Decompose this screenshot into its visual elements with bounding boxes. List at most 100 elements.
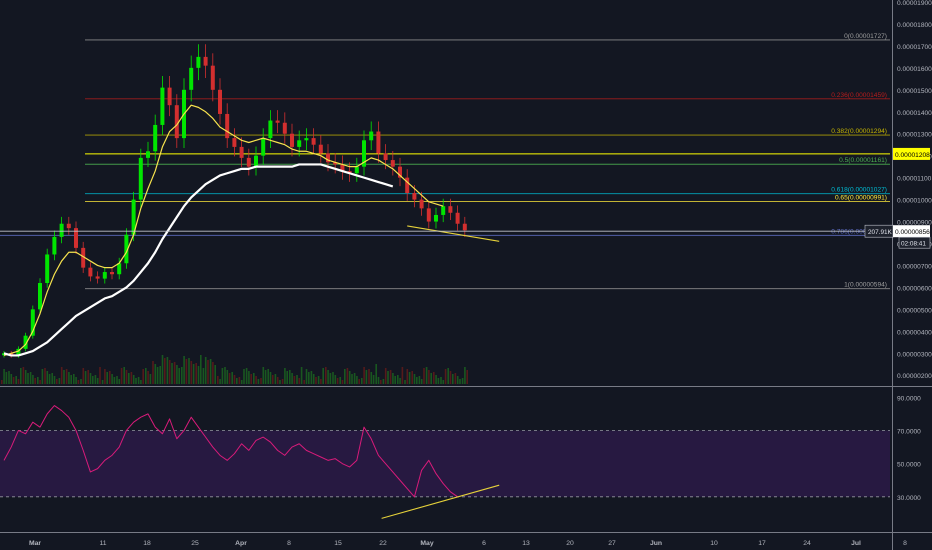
volume-bar (166, 357, 169, 384)
time-tick-label: 27 (608, 540, 616, 547)
volume-bar (344, 369, 346, 384)
volume-bar (356, 376, 358, 384)
volume-bar (87, 370, 89, 384)
fib-level-label: 0(0.00001727) (844, 33, 887, 40)
candle-body (138, 157, 143, 200)
time-tick-label: May (420, 540, 433, 547)
time-tick-label: Jul (851, 540, 861, 547)
volume-bar (207, 360, 209, 384)
volume-bar (332, 372, 334, 384)
volume-bar (173, 362, 176, 384)
volume-bar (428, 370, 430, 384)
volume-bar (46, 371, 49, 384)
volume-bar (372, 375, 375, 384)
candle-body (448, 206, 453, 213)
volume-bar (298, 378, 301, 384)
candle-body (102, 272, 107, 279)
volume-bar (238, 377, 241, 384)
volume-bar (384, 368, 387, 384)
candle-body (333, 162, 338, 165)
volume-bar (452, 374, 454, 384)
volume-bar (161, 355, 164, 384)
volume-bar (12, 377, 15, 384)
candle-body (52, 236, 57, 255)
highlight-price-tag (893, 147, 930, 160)
ma-slow-line (3, 163, 394, 357)
volume-bar (267, 369, 269, 384)
price-tick-label: 0.00000700 (897, 263, 932, 270)
volume-bar (281, 379, 284, 384)
candle-body (398, 166, 402, 178)
price-tick-label: 0.00000400 (897, 329, 932, 336)
volume-bar (293, 376, 296, 384)
candle-body (326, 153, 330, 163)
volume-bar (176, 365, 178, 384)
volume-bar (224, 367, 226, 384)
price-tick-label: 0.00000900 (897, 220, 932, 227)
volume-bar (226, 370, 229, 384)
volume-bar (262, 367, 265, 384)
volume-bar (236, 378, 238, 384)
current-price-tag (893, 225, 930, 238)
rsi-tick-label: 90.0000 (897, 395, 921, 402)
volume-bar (63, 370, 65, 384)
volume-bar (34, 378, 36, 384)
volume-bar (77, 380, 80, 384)
volume-bar (171, 363, 173, 384)
volume-bar (464, 367, 466, 384)
volume-bar (65, 369, 68, 384)
volume-bar (178, 368, 180, 384)
volume-bar (20, 368, 22, 384)
volume-bar (149, 374, 152, 384)
volume-bar (461, 378, 464, 384)
candle-body (160, 87, 165, 125)
candle-body (124, 234, 129, 264)
volume-bar (336, 378, 339, 384)
candle-body (419, 199, 424, 209)
time-tick-label: 6 (482, 540, 486, 547)
volume-bar (368, 369, 370, 384)
candle-body (412, 193, 417, 200)
candle-body (74, 228, 78, 248)
volume-bar (99, 367, 101, 384)
volume-bar (120, 368, 123, 384)
volume-bar (365, 370, 368, 384)
volume-bar (346, 368, 349, 384)
volume-bar (382, 379, 385, 384)
volume-bar (296, 375, 298, 384)
volume-bar (75, 377, 77, 384)
candle-body (311, 138, 316, 145)
volume-bar (449, 371, 452, 384)
volume-tag-label: 207.91K (868, 229, 893, 236)
volume-bar (442, 380, 445, 384)
volume-bar (387, 371, 389, 384)
countdown-label: 02:08:41 (901, 241, 926, 248)
volume-bar (327, 370, 329, 384)
candle-body (30, 309, 35, 336)
volume-bar (123, 367, 125, 384)
volume-bar (188, 358, 190, 384)
volume-bar (320, 379, 322, 384)
candle-body (59, 223, 64, 237)
volume-bar (183, 356, 185, 384)
volume-bar (375, 364, 377, 384)
candle-body (405, 177, 410, 193)
ema-fast-line (3, 104, 444, 357)
time-tick-label: Mar (29, 540, 41, 547)
volume-bar (41, 369, 44, 384)
volume-bar (310, 371, 313, 384)
volume-bar (185, 359, 188, 384)
volume-bar (243, 369, 245, 384)
candle-body (16, 348, 21, 356)
candles (2, 44, 467, 358)
time-tick-label: 11 (99, 540, 106, 547)
volume-bar (406, 369, 409, 384)
volume-bar (272, 375, 274, 384)
volume-bar (17, 379, 20, 384)
candle-body (88, 267, 93, 277)
time-tick-label: Jun (650, 540, 662, 547)
volume-bar (202, 368, 205, 384)
candle-body (174, 105, 179, 139)
volume-bar (240, 380, 243, 384)
